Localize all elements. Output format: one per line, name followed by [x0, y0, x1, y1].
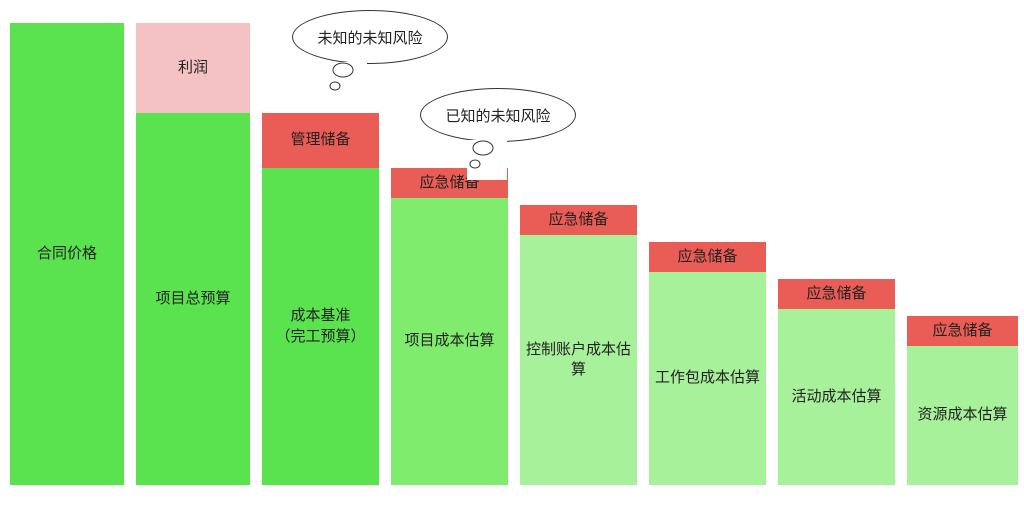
column-contract_price: 合同价格 [10, 23, 130, 485]
block-应急储备: 应急储备 [649, 242, 772, 272]
block-应急储备: 应急储备 [520, 205, 643, 235]
speech-bubble-tail [327, 62, 367, 102]
speech-bubble-body: 已知的未知风险 [420, 88, 576, 142]
block-工作包成本估算: 工作包成本估算 [649, 272, 772, 485]
block-label: 成本基准 （完工预算） [275, 306, 365, 347]
block-label: 应急储备 [806, 284, 866, 304]
block-项目成本估算: 项目成本估算 [391, 198, 514, 485]
column-cost_baseline: 管理储备成本基准 （完工预算） [262, 113, 385, 485]
block-label: 利润 [178, 58, 208, 78]
cost-staircase-diagram: 合同价格利润项目总预算管理储备成本基准 （完工预算）应急储备项目成本估算应急储备… [0, 0, 1024, 507]
block-活动成本估算: 活动成本估算 [778, 309, 901, 485]
column-control_account_estimate: 应急储备控制账户成本估算 [520, 205, 643, 485]
speech-bubble-body: 未知的未知风险 [292, 10, 448, 64]
speech-bubble-text: 已知的未知风险 [445, 105, 550, 126]
block-label: 项目成本估算 [404, 331, 494, 351]
column-activity_estimate: 应急储备活动成本估算 [778, 279, 901, 485]
block-资源成本估算: 资源成本估算 [907, 346, 1024, 485]
block-应急储备: 应急储备 [907, 316, 1024, 346]
block-label: 管理储备 [290, 130, 350, 150]
block-控制账户成本估算: 控制账户成本估算 [520, 235, 643, 485]
block-管理储备: 管理储备 [262, 113, 385, 168]
block-成本基准（完工预算）: 成本基准 （完工预算） [262, 168, 385, 485]
column-project_cost_estimate: 应急储备项目成本估算 [391, 168, 514, 485]
block-利润: 利润 [136, 23, 256, 113]
speech-bubble-known_unknown_risk: 已知的未知风险 [420, 88, 576, 142]
speech-bubble-text: 未知的未知风险 [317, 27, 422, 48]
speech-bubble-unknown_unknown_risk: 未知的未知风险 [292, 10, 448, 64]
block-label: 合同价格 [37, 244, 97, 264]
block-应急储备: 应急储备 [778, 279, 901, 309]
block-label: 控制账户成本估算 [524, 340, 633, 381]
block-label: 项目总预算 [155, 289, 230, 309]
block-label: 应急储备 [677, 247, 737, 267]
column-resource_estimate: 应急储备资源成本估算 [907, 316, 1024, 485]
block-label: 资源成本估算 [917, 405, 1007, 425]
column-project_total_budget: 利润项目总预算 [136, 23, 256, 485]
block-项目总预算: 项目总预算 [136, 113, 256, 485]
block-label: 活动成本估算 [791, 387, 881, 407]
column-work_package_estimate: 应急储备工作包成本估算 [649, 242, 772, 485]
block-label: 应急储备 [932, 321, 992, 341]
block-label: 工作包成本估算 [655, 368, 760, 388]
speech-bubble-tail [467, 140, 507, 180]
block-合同价格: 合同价格 [10, 23, 130, 485]
block-label: 应急储备 [548, 210, 608, 230]
